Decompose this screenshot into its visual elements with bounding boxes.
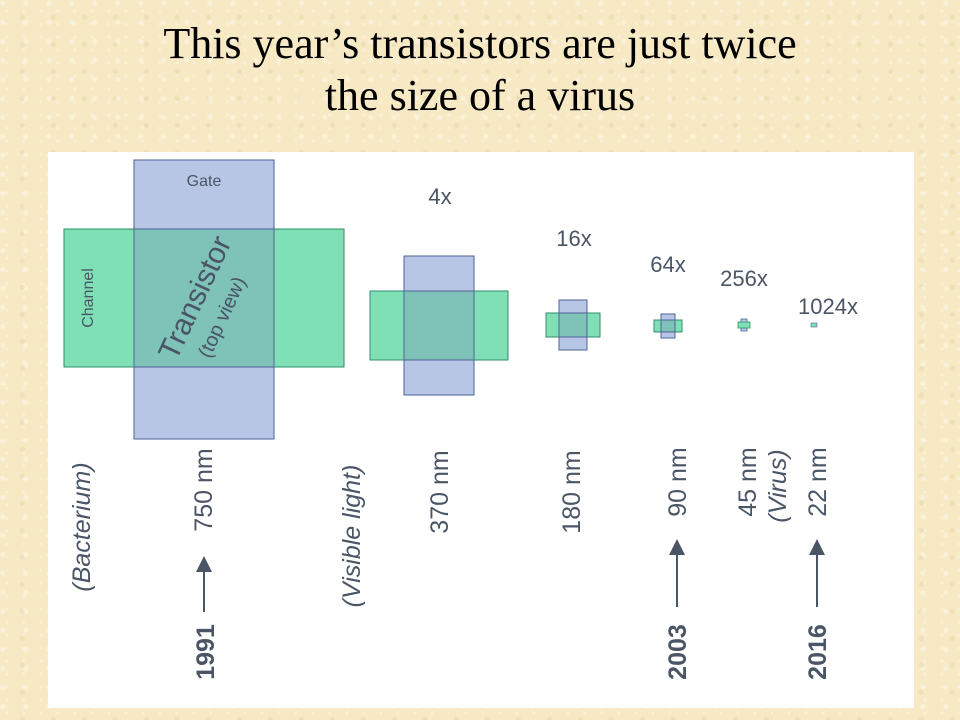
title-line-2: the size of a virus [324,71,636,120]
gate-label: Gate [187,173,222,190]
multiplier-256x: 256x [720,266,768,291]
transistor-scaling-diagram: Gate Channel Transistor (top view) 4x 16… [63,159,858,680]
overlap-rect [558,312,588,338]
size-22nm-label: 22 nm [804,447,832,516]
overlap-rect [133,228,275,368]
transistor-scaling-figure: Gate Channel Transistor (top view) 4x 16… [48,152,914,708]
channel-rect [810,322,818,328]
overlap-rect [403,290,475,361]
transistor-45nm [737,318,751,332]
size-45nm-label: 45 nm [734,447,762,516]
multiplier-4x: 4x [428,184,451,209]
bacterium-label: (Bacterium) [68,462,96,591]
visible-light-label: (Visible light) [338,465,366,608]
transistor-750nm [63,159,345,440]
transistor-22nm [810,322,818,328]
year-1991-label: 1991 [192,624,220,680]
size-90nm-label: 90 nm [664,447,692,516]
size-180nm-label: 180 nm [558,450,586,533]
channel-rect [737,321,751,329]
multiplier-16x: 16x [556,226,591,251]
overlap-rect [660,319,676,333]
transistor-370nm [369,255,509,396]
channel-label: Channel [80,268,97,328]
virus-label: (Virus) [764,449,792,522]
size-370nm-label: 370 nm [426,450,454,533]
year-2003-label: 2003 [664,624,692,680]
title-line-1: This year’s transistors are just twice [163,19,797,68]
multiplier-1024x: 1024x [798,294,858,319]
transistor-90nm [653,313,683,339]
transistor-180nm [545,299,601,351]
multiplier-64x: 64x [650,252,685,277]
size-750nm-label: 750 nm [190,448,218,531]
slide-title: This year’s transistors are just twice t… [0,18,960,122]
year-2016-label: 2016 [804,624,832,680]
